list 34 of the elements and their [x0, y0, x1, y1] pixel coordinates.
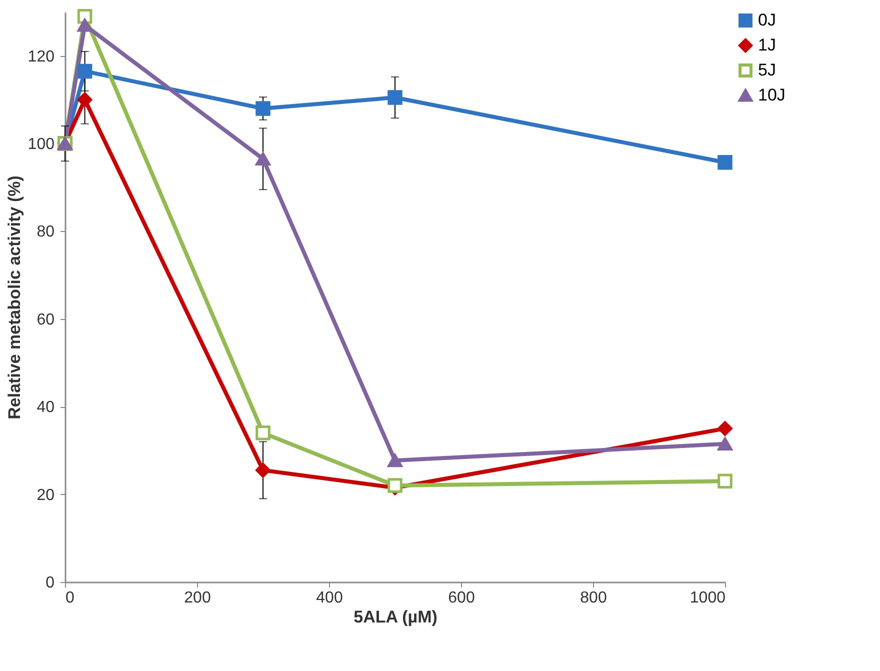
point: [718, 437, 732, 450]
point: [256, 152, 270, 166]
point: [388, 454, 402, 468]
x-tick-label: 1000: [690, 590, 726, 606]
y-tick-label: 0: [46, 574, 55, 592]
x-tick-label: 400: [316, 590, 343, 606]
point: [77, 18, 92, 32]
legend-label: 5J: [758, 60, 776, 80]
point: [718, 421, 732, 436]
point: [77, 64, 92, 79]
point: [77, 92, 92, 108]
y-tick-label: 80: [36, 224, 55, 241]
y-tick-label: 120: [28, 48, 55, 66]
x-tick-label: 600: [448, 590, 475, 606]
point: [256, 462, 270, 478]
point: [388, 90, 402, 105]
y-tick-label: 60: [36, 311, 55, 328]
y-tick-label: 100: [28, 136, 55, 154]
point: [256, 426, 270, 440]
point: [256, 101, 270, 116]
legend-label: 1J: [758, 36, 776, 54]
y-tick-label: 20: [36, 486, 55, 504]
point: [77, 9, 92, 24]
y-tick-label: 40: [36, 399, 55, 416]
x-tick-label: 800: [580, 590, 607, 606]
legend-label: 0J: [758, 10, 776, 30]
x-tick-label: 200: [184, 590, 211, 606]
point: [718, 155, 732, 170]
y-axis-title: Relative metabolic activity (%): [4, 176, 24, 420]
legend-label: 10J: [758, 86, 786, 104]
x-axis-title: 5ALA (µM): [354, 608, 438, 626]
x-tick-label: 0: [66, 590, 74, 606]
point: [718, 474, 732, 489]
point: [388, 478, 402, 493]
